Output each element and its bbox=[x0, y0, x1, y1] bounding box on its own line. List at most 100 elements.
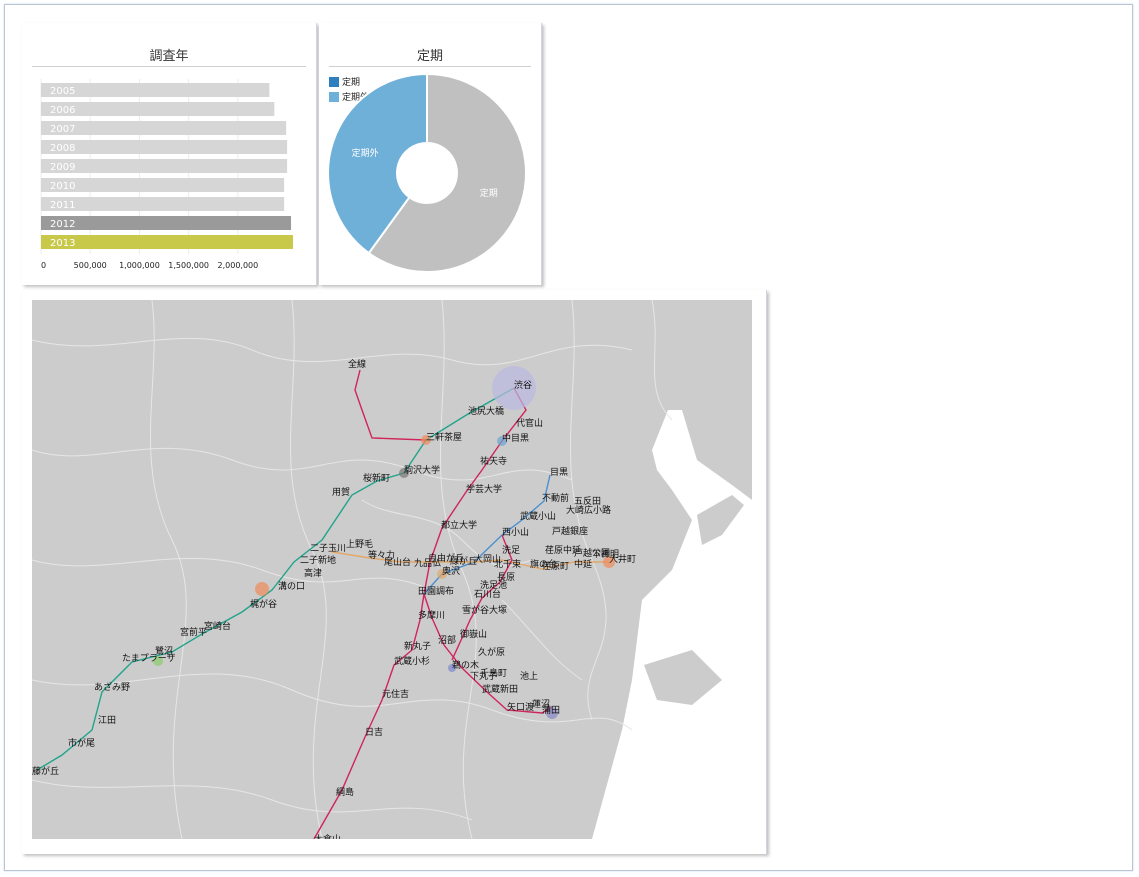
station-label[interactable]: 高津 bbox=[304, 567, 322, 579]
station-label[interactable]: 蓮沼 bbox=[532, 698, 550, 710]
station-label[interactable]: 元住吉 bbox=[382, 688, 409, 700]
station-label[interactable]: 西小山 bbox=[502, 527, 529, 538]
rail-line bbox=[451, 534, 513, 661]
station-label[interactable]: 上野毛 bbox=[346, 538, 373, 550]
station-label[interactable]: 荏原中延 bbox=[545, 544, 581, 556]
station-label[interactable]: 池尻大橋 bbox=[468, 405, 504, 417]
station-label[interactable]: 三軒茶屋 bbox=[426, 431, 462, 443]
station-marker[interactable] bbox=[399, 468, 409, 478]
station-label[interactable]: 等々力 bbox=[368, 549, 395, 561]
station-label[interactable]: 池上 bbox=[520, 670, 538, 682]
station-label[interactable]: 中目黒 bbox=[502, 432, 529, 444]
station-marker[interactable] bbox=[153, 656, 163, 666]
island-shape bbox=[697, 495, 744, 545]
station-label[interactable]: 鵜の木 bbox=[452, 659, 479, 671]
station-label[interactable]: 渋谷 bbox=[514, 379, 532, 391]
station-label[interactable]: 下丸子 bbox=[470, 670, 497, 682]
station-label[interactable]: 自由が丘 bbox=[428, 552, 464, 564]
station-label[interactable]: 緑が丘 bbox=[450, 555, 477, 567]
station-label[interactable]: 中延 bbox=[574, 558, 592, 570]
station-label[interactable]: 宮前平 bbox=[180, 626, 207, 638]
station-label[interactable]: 大井町 bbox=[609, 553, 636, 565]
donut-slice[interactable] bbox=[367, 72, 527, 273]
station-label[interactable]: 溝の口 bbox=[278, 580, 305, 592]
station-marker[interactable] bbox=[448, 664, 456, 672]
station-label[interactable]: あざみ野 bbox=[94, 681, 130, 693]
year-bar[interactable] bbox=[41, 216, 292, 230]
station-label[interactable]: 長原 bbox=[497, 572, 515, 583]
station-label[interactable]: 荏原町 bbox=[542, 561, 569, 572]
station-label[interactable]: 久が原 bbox=[478, 646, 505, 658]
station-label[interactable]: 全線 bbox=[348, 358, 366, 370]
station-label[interactable]: 下神明 bbox=[592, 548, 619, 560]
year-bar[interactable] bbox=[41, 121, 287, 135]
legend-item-teiki[interactable]: 定期 bbox=[329, 75, 360, 88]
station-label[interactable]: 多摩川 bbox=[418, 609, 445, 621]
station-label[interactable]: 用賀 bbox=[332, 486, 350, 498]
station-label[interactable]: 旗の台 bbox=[530, 558, 557, 570]
station-label[interactable]: 新丸子 bbox=[404, 640, 431, 652]
year-bar[interactable] bbox=[41, 159, 288, 173]
station-label[interactable]: 梶が谷 bbox=[250, 598, 277, 610]
station-label[interactable]: 駒沢大学 bbox=[404, 464, 440, 476]
year-bar[interactable] bbox=[41, 140, 288, 154]
station-label[interactable]: たまプラーザ bbox=[122, 653, 176, 664]
station-label[interactable]: 不動前 bbox=[542, 492, 569, 504]
station-label[interactable]: 雪が谷大塚 bbox=[462, 604, 507, 616]
station-label[interactable]: 戸越公園 bbox=[574, 547, 610, 559]
station-label[interactable]: 大岡山 bbox=[474, 553, 501, 565]
station-label[interactable]: 目黒 bbox=[550, 467, 568, 478]
station-label[interactable]: 北千束 bbox=[494, 559, 521, 570]
station-label[interactable]: 祐天寺 bbox=[480, 455, 507, 467]
map-panel: 全線渋谷池尻大橋 代官山三軒茶屋 中目黒祐天寺駒沢大学桜新町用賀 学芸大学 目黒不動前五… bbox=[22, 290, 767, 854]
station-label[interactable]: 鷺沼 bbox=[155, 646, 173, 657]
station-label[interactable]: 日吉 bbox=[365, 727, 383, 738]
station-label[interactable]: 二子新地 bbox=[300, 554, 336, 566]
station-label[interactable]: 武蔵新田 bbox=[482, 683, 518, 695]
station-label[interactable]: 大崎広小路 bbox=[566, 504, 611, 516]
station-marker[interactable] bbox=[421, 435, 431, 445]
year-bar[interactable] bbox=[41, 178, 285, 192]
year-bar[interactable] bbox=[41, 102, 275, 116]
station-label[interactable]: 洗足 bbox=[502, 544, 520, 556]
station-marker[interactable] bbox=[255, 582, 269, 596]
station-label[interactable]: 田園調布 bbox=[418, 585, 454, 597]
station-label[interactable]: 蒲田 bbox=[542, 704, 560, 716]
station-label[interactable]: 藤が丘 bbox=[32, 765, 59, 777]
station-label[interactable]: 綱島 bbox=[336, 786, 354, 798]
station-label[interactable]: 御嶽山 bbox=[460, 628, 487, 640]
station-label[interactable]: 九品仏 bbox=[414, 558, 441, 569]
station-label[interactable]: 江田 bbox=[98, 715, 116, 726]
station-label[interactable]: 矢口渡 bbox=[507, 701, 534, 713]
station-label[interactable]: 宮崎台 bbox=[204, 620, 231, 632]
legend-item-teikigai[interactable]: 定期外 bbox=[329, 90, 369, 103]
station-label[interactable]: 武蔵小杉 bbox=[394, 655, 430, 667]
station-label[interactable]: 武蔵小山 bbox=[520, 510, 556, 522]
route-map[interactable]: 全線渋谷池尻大橋代官山三軒茶屋 中目黒祐天寺駒沢大学桜新町用賀 学芸大学 目黒不動前五… bbox=[32, 300, 752, 839]
station-label[interactable]: 代官山 bbox=[516, 417, 543, 429]
station-label[interactable]: 沼部 bbox=[438, 634, 456, 646]
year-bar[interactable] bbox=[41, 83, 270, 97]
station-label[interactable]: 都立大学 bbox=[441, 519, 477, 531]
station-marker[interactable] bbox=[603, 556, 615, 568]
station-label[interactable]: 千鳥町 bbox=[480, 667, 507, 679]
station-label[interactable]: 桜新町 bbox=[363, 472, 390, 484]
donut-slice[interactable] bbox=[327, 72, 428, 255]
station-label[interactable]: 学芸大学 bbox=[466, 483, 502, 495]
station-label[interactable]: 大倉山 bbox=[314, 833, 341, 839]
station-label[interactable]: 尾山台 bbox=[384, 556, 411, 568]
station-marker[interactable] bbox=[546, 707, 558, 719]
station-marker[interactable] bbox=[497, 436, 507, 446]
station-label[interactable]: 奥沢 bbox=[442, 565, 460, 577]
station-label[interactable]: 洗足池 bbox=[480, 579, 507, 591]
station-label[interactable]: 五反田 bbox=[574, 496, 601, 507]
year-bar[interactable] bbox=[41, 197, 285, 211]
station-label[interactable]: 二子玉川 bbox=[310, 543, 346, 554]
station-label[interactable]: 石川台 bbox=[474, 588, 501, 600]
station-marker[interactable] bbox=[492, 366, 536, 410]
station-label[interactable]: 戸越銀座 bbox=[552, 525, 588, 537]
station-marker[interactable] bbox=[437, 569, 447, 579]
station-label[interactable]: 市が尾 bbox=[68, 737, 95, 749]
donut-slice-label: 定期外 bbox=[352, 147, 379, 159]
year-bar[interactable] bbox=[41, 235, 293, 249]
